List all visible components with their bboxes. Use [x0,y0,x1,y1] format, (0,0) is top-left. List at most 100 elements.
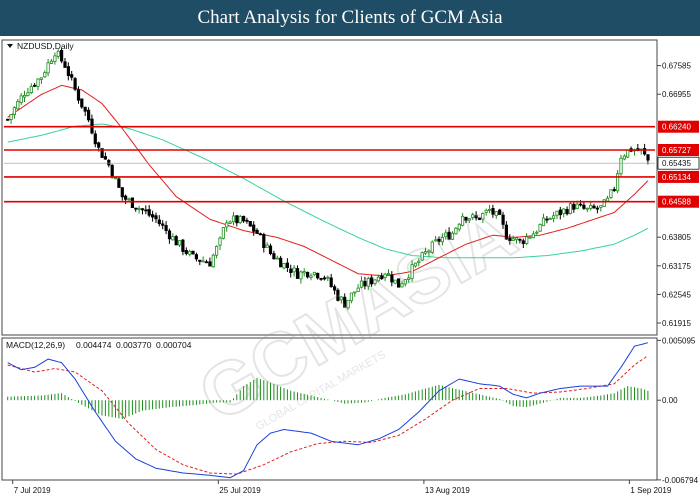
macd-tick-label: 0.00 [662,396,678,405]
candle [326,275,330,282]
candle [457,222,461,232]
candle [626,149,630,159]
candle [356,284,360,292]
candle [198,259,202,266]
candle [504,221,509,240]
candle [332,284,337,295]
candle [413,262,418,268]
candle [9,114,13,124]
candle [218,236,222,250]
candle [245,217,249,224]
candle [646,154,650,165]
candle [117,176,121,188]
candle [393,279,397,285]
candle [87,107,91,123]
candle [538,223,542,232]
candle [430,240,434,254]
candle [127,197,131,201]
candle [619,154,623,177]
candle [181,239,185,256]
x-tick-label: 25 Jul 2019 [219,486,261,495]
candle [49,59,54,64]
candle [417,258,421,267]
candle [622,154,627,161]
candle [407,274,411,283]
candle [353,291,357,297]
candle [191,250,195,255]
price-panel-header: NZDUSD,Daily [7,41,74,51]
candle [312,271,317,277]
candle [201,256,205,263]
candle [70,70,74,81]
price-tick-label: 0.65727 [662,146,691,155]
candle [612,186,616,192]
candle [474,211,478,221]
candle [63,58,67,68]
level-label-bg [658,170,699,183]
candle [531,231,536,239]
candle [359,276,364,289]
candle [602,199,606,207]
candle [316,272,320,280]
candle [467,218,472,224]
price-chart-title: NZDUSD,Daily [17,41,74,51]
candle [33,83,37,88]
candle [56,49,60,59]
candle [491,204,495,218]
candle [484,208,488,216]
macd-readout-1: 0.003770 [116,340,152,350]
candle [177,240,182,247]
candle [140,208,145,215]
candle [130,197,134,208]
candle [268,243,273,256]
macd-tick-label: -0.006794 [662,476,699,485]
candle [6,118,10,121]
candle [36,78,40,91]
candle [309,273,313,281]
candle [440,233,445,246]
candle [471,212,475,220]
candle [386,269,391,275]
candle [528,236,532,239]
moving-average-fast [7,84,649,277]
candle [305,271,310,279]
candle [228,220,232,225]
page-title: Chart Analysis for Clients of GCM Asia [0,0,700,36]
candle [188,249,192,257]
candle [231,212,236,226]
candle [285,258,290,272]
candle [380,272,384,280]
candle [137,205,141,214]
candle [225,220,229,232]
candle [46,59,50,77]
candle [494,211,498,219]
candle [558,206,563,220]
candle [120,187,124,201]
candle [444,229,448,240]
candle [211,253,215,268]
candle [161,220,165,230]
candle [19,93,23,105]
candle [184,247,188,256]
price-tick-label: 0.66240 [662,123,691,132]
candle [572,201,576,213]
macd-tick-label: 0.005095 [662,336,696,345]
candle [487,204,492,214]
level-label-bg [658,195,699,208]
candle [262,232,266,253]
candle [60,48,64,64]
candle [248,220,252,227]
candle [427,249,431,257]
price-tick-label: 0.65435 [662,159,691,168]
candle [302,268,306,277]
price-tick-label: 0.63175 [662,262,691,271]
candle [346,299,350,310]
candle [545,216,549,224]
candle [376,274,381,283]
candle [383,272,387,282]
candle [498,208,502,215]
candle [204,259,209,264]
caret-down-icon[interactable] [7,44,13,48]
candle [322,275,327,281]
candle [585,207,589,213]
